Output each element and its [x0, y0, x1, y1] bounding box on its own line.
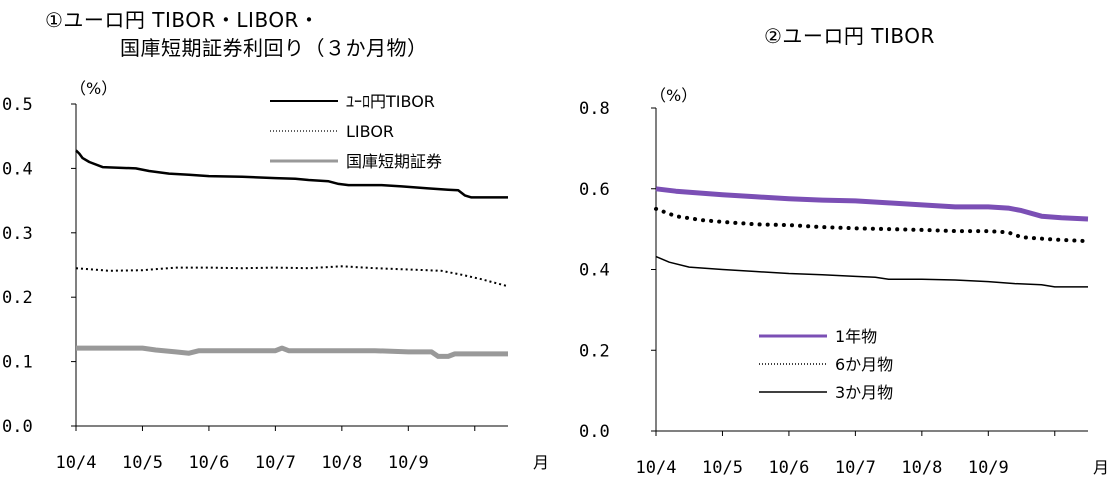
chart-2-plot: 0.0 0.2 0.4 0.6 0.8 （%） 10/4 10/5 10/6 10/7 10/8 10…: [579, 86, 1109, 478]
series-line-2: [655, 255, 1088, 288]
x-axis-month-suffix: 月: [533, 453, 549, 472]
chart-1-plot: 0.0 0.1 0.2 0.3 0.4 0.5 （%） 10/4 10/5 10/6 10/7 10/…: [2, 79, 549, 473]
chart-title-line-1: ①ユーロ円 TIBOR・LIBOR・: [45, 8, 320, 32]
legend-label-2: 国庫短期証券: [346, 152, 442, 171]
x-tick-label: 10/5: [122, 453, 163, 473]
y-tick-label: 0.2: [2, 288, 33, 308]
y-tick-label: 0.4: [579, 261, 610, 281]
y-unit-label: （%）: [70, 79, 117, 98]
x-tick-label: 10/6: [768, 458, 809, 478]
y-unit-label: （%）: [650, 86, 697, 105]
chart-title: ②ユーロ円 TIBOR: [764, 24, 935, 48]
series-line-1: [75, 265, 509, 288]
y-tick-label: 0.0: [579, 422, 610, 442]
x-tick-label: 10/6: [188, 453, 229, 473]
y-tick-label: 0.0: [2, 417, 33, 437]
series-line-0: [75, 149, 508, 199]
y-tick-label: 0.4: [2, 159, 33, 179]
series-line-0: [655, 186, 1089, 222]
x-axis-month-suffix: 月: [1093, 458, 1109, 477]
x-tick-label: 10/8: [321, 453, 362, 473]
y-tick-label: 0.8: [579, 99, 610, 119]
x-tick-label: 10/8: [901, 458, 942, 478]
x-tick-label: 10/9: [968, 458, 1009, 478]
x-tick-label: 10/4: [636, 458, 677, 478]
legend-label-1: LIBOR: [346, 122, 394, 141]
legend-label-2: 3か月物: [835, 383, 893, 402]
legend-label-0: 1年物: [835, 327, 877, 346]
x-tick-label: 10/7: [835, 458, 876, 478]
y-tick-label: 0.2: [579, 341, 610, 361]
series-line-2: [76, 345, 508, 359]
y-tick-label: 0.1: [2, 353, 33, 373]
chart-title-line-2: 国庫短期証券利回り（３か月物）: [120, 36, 428, 60]
y-tick-label: 0.5: [2, 95, 33, 115]
chart-panel-tibor-libor-tb: ①ユーロ円 TIBOR・LIBOR・ 国庫短期証券利回り（３か月物） 0.0 0.…: [2, 8, 549, 473]
y-tick-label: 0.6: [579, 180, 610, 200]
y-tick-label: 0.3: [2, 224, 33, 244]
x-tick-label: 10/4: [56, 453, 97, 473]
legend-label-1: 6か月物: [835, 355, 893, 374]
chart-panel-euroyen-tibor: ②ユーロ円 TIBOR 0.0 0.2 0.4 0.6 0.8 （%） 10/4 10/5 10…: [556, 0, 1112, 479]
x-tick-label: 10/5: [702, 458, 743, 478]
legend-label-0: ﾕｰﾛ円TIBOR: [346, 92, 435, 111]
series-line-1: [654, 206, 1090, 244]
x-tick-label: 10/9: [388, 453, 429, 473]
x-tick-label: 10/7: [255, 453, 296, 473]
